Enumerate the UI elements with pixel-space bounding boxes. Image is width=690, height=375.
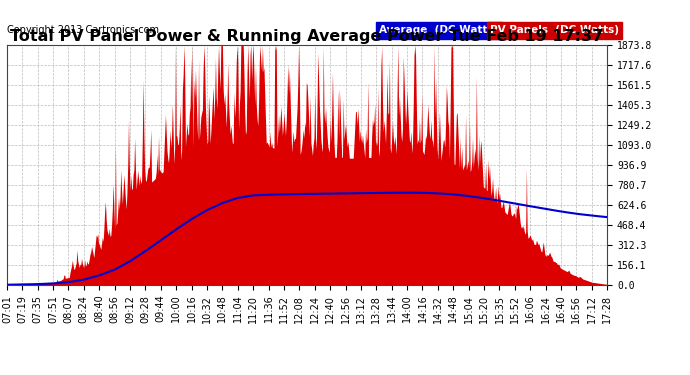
- Text: PV Panels  (DC Watts): PV Panels (DC Watts): [490, 26, 619, 35]
- Text: Copyright 2013 Cartronics.com: Copyright 2013 Cartronics.com: [7, 26, 159, 35]
- Text: Average  (DC Watts): Average (DC Watts): [379, 26, 498, 35]
- Title: Total PV Panel Power & Running Average Power Tue Feb 19 17:37: Total PV Panel Power & Running Average P…: [10, 29, 604, 44]
